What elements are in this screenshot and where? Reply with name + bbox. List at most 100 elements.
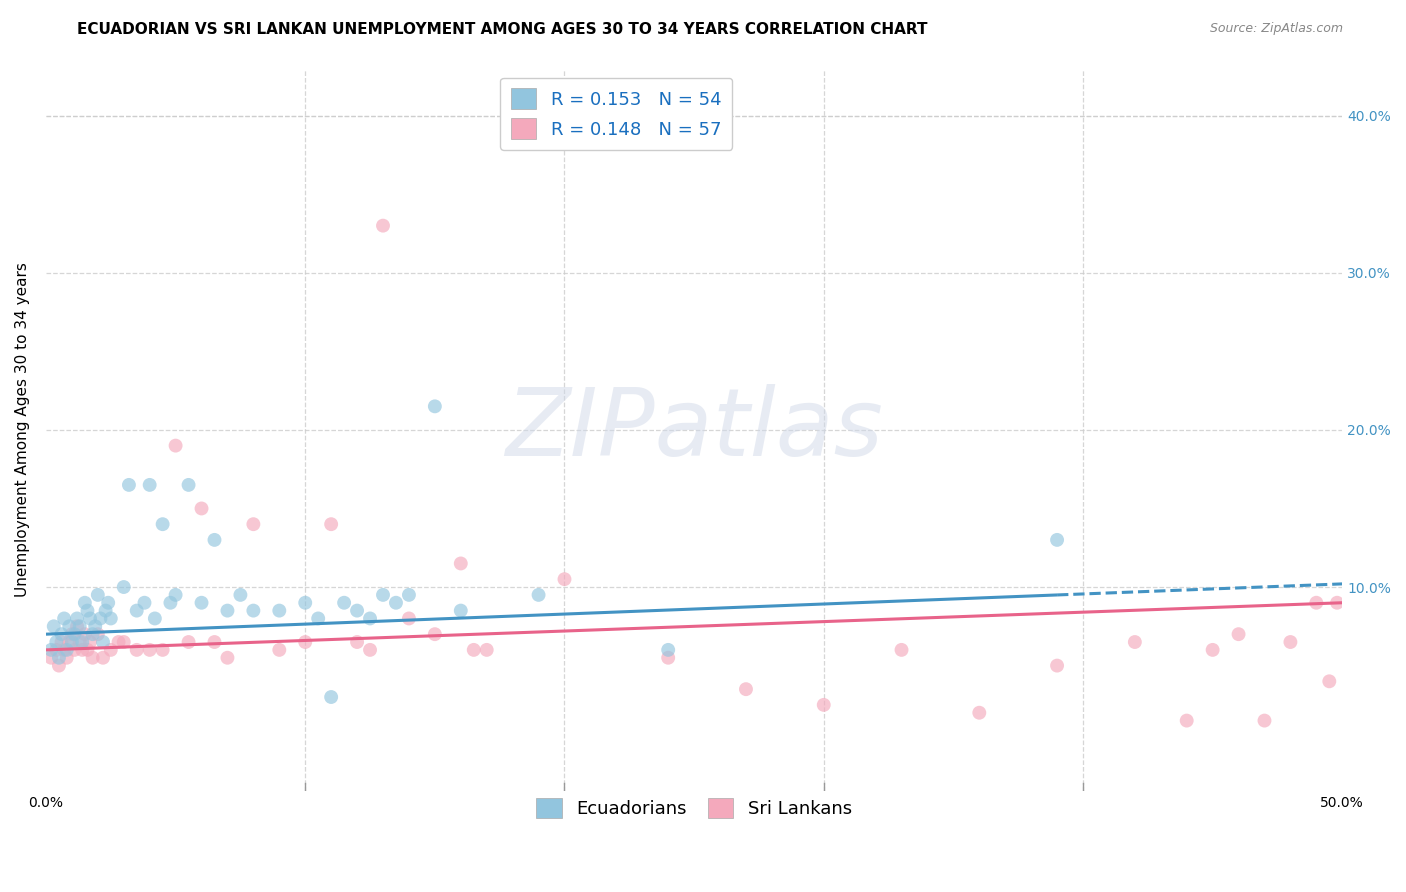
Point xyxy=(53,643,76,657)
Point xyxy=(69,635,91,649)
Point xyxy=(73,596,96,610)
Point xyxy=(60,627,83,641)
Point xyxy=(91,635,114,649)
Point xyxy=(1317,674,1340,689)
Point xyxy=(48,650,70,665)
Point xyxy=(371,219,394,233)
Point xyxy=(1201,643,1223,657)
Point xyxy=(217,650,239,665)
Point xyxy=(242,604,264,618)
Text: Source: ZipAtlas.com: Source: ZipAtlas.com xyxy=(1209,22,1343,36)
Point xyxy=(1046,658,1069,673)
Y-axis label: Unemployment Among Ages 30 to 34 years: Unemployment Among Ages 30 to 34 years xyxy=(15,262,30,598)
Point xyxy=(657,650,679,665)
Point xyxy=(423,627,446,641)
Point xyxy=(51,627,73,641)
Point xyxy=(66,611,89,625)
Point xyxy=(398,611,420,625)
Point xyxy=(177,478,200,492)
Point xyxy=(371,588,394,602)
Point xyxy=(269,604,291,618)
Point xyxy=(204,533,226,547)
Point xyxy=(242,517,264,532)
Point xyxy=(82,650,104,665)
Point xyxy=(39,643,62,657)
Point xyxy=(463,643,485,657)
Point xyxy=(45,635,67,649)
Point xyxy=(165,439,187,453)
Point xyxy=(969,706,991,720)
Point xyxy=(346,604,368,618)
Point xyxy=(165,588,187,602)
Point xyxy=(138,643,160,657)
Point xyxy=(269,643,291,657)
Point xyxy=(152,643,174,657)
Point xyxy=(1227,627,1250,641)
Point xyxy=(125,604,148,618)
Point xyxy=(229,588,252,602)
Point xyxy=(321,690,343,704)
Point xyxy=(58,635,80,649)
Point xyxy=(1175,714,1198,728)
Point xyxy=(1123,635,1146,649)
Point xyxy=(346,635,368,649)
Point xyxy=(66,619,89,633)
Point xyxy=(307,611,329,625)
Point xyxy=(72,635,94,649)
Point xyxy=(134,596,156,610)
Point xyxy=(84,619,107,633)
Point xyxy=(1253,714,1275,728)
Point xyxy=(112,580,135,594)
Point xyxy=(321,517,343,532)
Point xyxy=(89,611,111,625)
Point xyxy=(450,557,472,571)
Point xyxy=(76,643,98,657)
Text: ZIPatlas: ZIPatlas xyxy=(505,384,883,475)
Point xyxy=(73,627,96,641)
Legend: Ecuadorians, Sri Lankans: Ecuadorians, Sri Lankans xyxy=(529,790,859,826)
Point xyxy=(107,635,129,649)
Point xyxy=(190,501,212,516)
Point xyxy=(48,658,70,673)
Point xyxy=(87,588,110,602)
Point xyxy=(1305,596,1327,610)
Point xyxy=(450,604,472,618)
Point xyxy=(51,635,73,649)
Point xyxy=(42,619,65,633)
Point xyxy=(333,596,356,610)
Point xyxy=(69,619,91,633)
Point xyxy=(76,604,98,618)
Point xyxy=(217,604,239,618)
Point xyxy=(294,635,316,649)
Point xyxy=(94,604,117,618)
Point xyxy=(87,627,110,641)
Point xyxy=(63,643,86,657)
Point xyxy=(177,635,200,649)
Point xyxy=(813,698,835,712)
Point xyxy=(1326,596,1348,610)
Point xyxy=(60,635,83,649)
Point xyxy=(53,611,76,625)
Point xyxy=(359,611,381,625)
Point xyxy=(55,650,77,665)
Point xyxy=(112,635,135,649)
Point xyxy=(118,478,141,492)
Point xyxy=(385,596,408,610)
Point xyxy=(97,596,120,610)
Point xyxy=(204,635,226,649)
Point xyxy=(890,643,912,657)
Point xyxy=(79,635,101,649)
Point xyxy=(553,572,575,586)
Point xyxy=(398,588,420,602)
Point xyxy=(1046,533,1069,547)
Point xyxy=(1279,635,1302,649)
Point xyxy=(475,643,498,657)
Text: ECUADORIAN VS SRI LANKAN UNEMPLOYMENT AMONG AGES 30 TO 34 YEARS CORRELATION CHAR: ECUADORIAN VS SRI LANKAN UNEMPLOYMENT AM… xyxy=(77,22,928,37)
Point xyxy=(63,627,86,641)
Point xyxy=(359,643,381,657)
Point xyxy=(423,400,446,414)
Point xyxy=(45,643,67,657)
Point xyxy=(72,643,94,657)
Point xyxy=(58,619,80,633)
Point xyxy=(82,627,104,641)
